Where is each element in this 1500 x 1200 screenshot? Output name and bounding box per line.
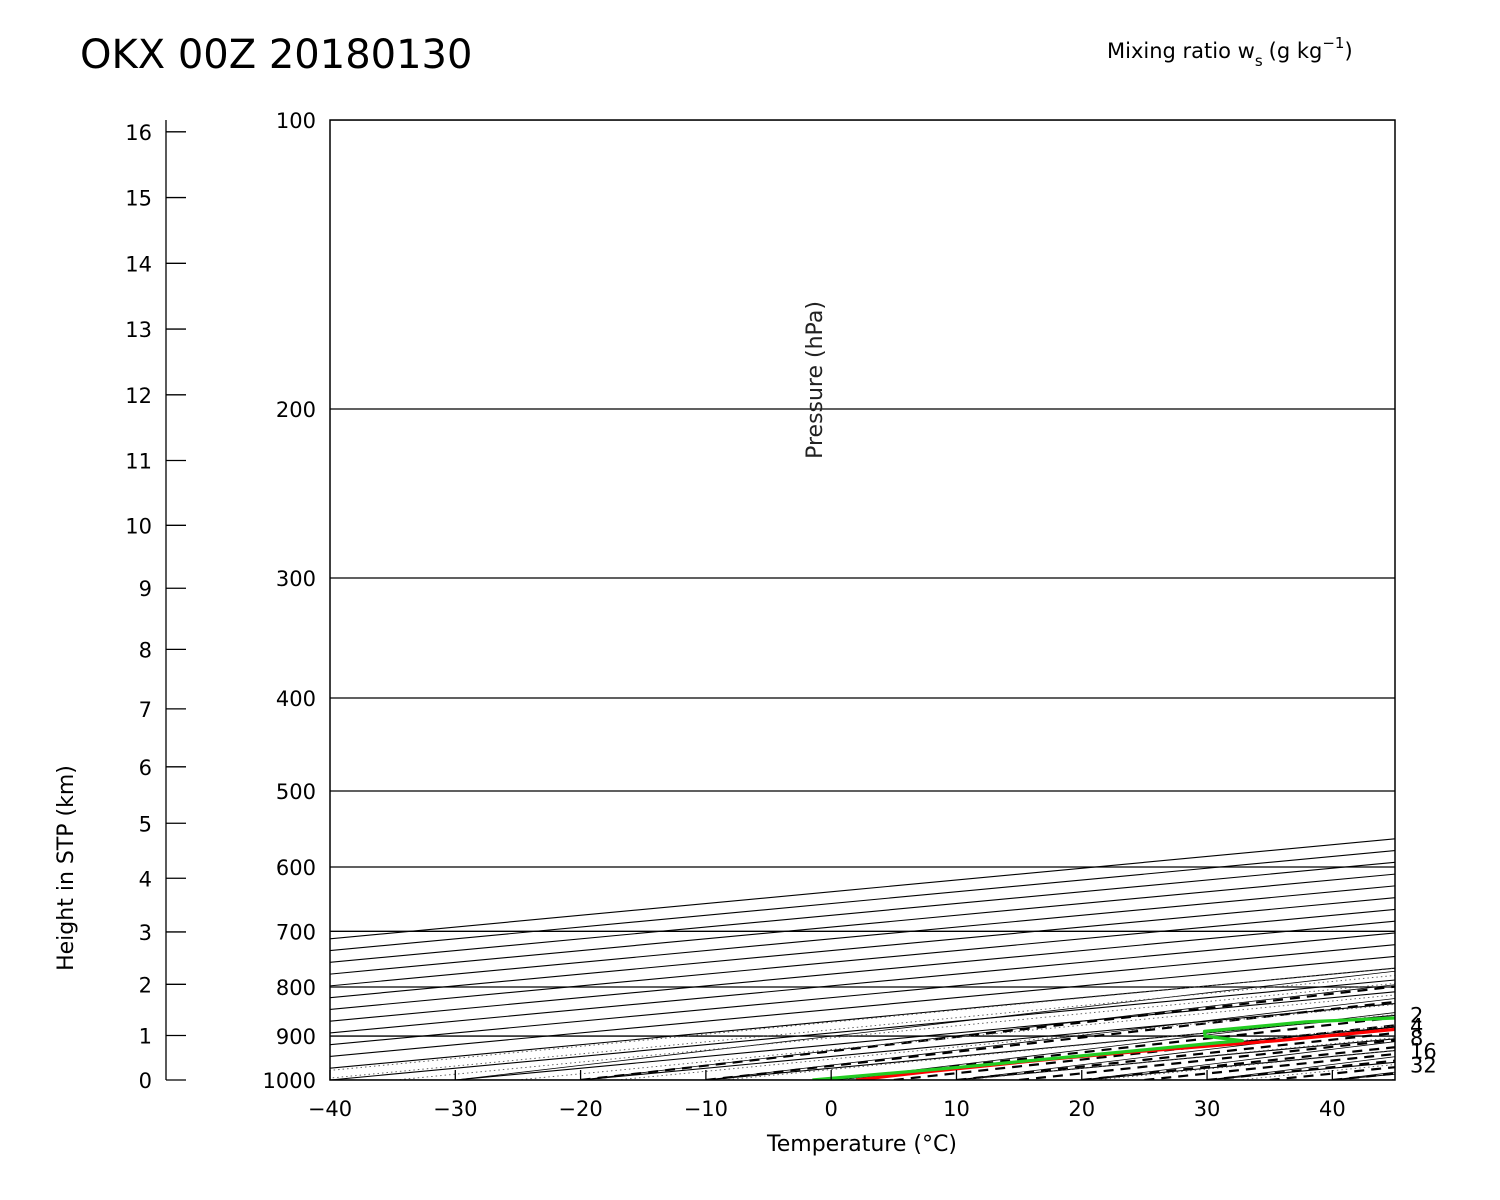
mixing-ratio-right-label: 8 [1410, 1027, 1423, 1051]
dry-adiabat [1458, 120, 1500, 1080]
height-tick-label: 11 [125, 450, 152, 474]
isotherm [956, 1038, 1395, 1080]
temperature-tick-label: 0 [824, 1097, 837, 1121]
height-tick-label: 6 [139, 756, 152, 780]
pressure-axis-title: Pressure (hPa) [803, 301, 828, 459]
height-tick-label: 5 [139, 812, 152, 836]
moist-adiabat [1144, 1052, 1395, 1080]
height-tick-label: 1 [139, 1024, 152, 1048]
temperature-tick-label: 30 [1194, 1097, 1221, 1121]
isotherm [330, 861, 1395, 963]
mixing-ratio-line [1096, 1050, 1395, 1080]
height-tick-label: 12 [125, 384, 152, 408]
dry-adiabat [705, 998, 1395, 1080]
moist-adiabat [1269, 1066, 1395, 1080]
mixing-ratio-units: (g kg [1269, 39, 1323, 63]
mixing-ratio-name: Mixing ratio w [1107, 39, 1255, 63]
isotherm [330, 920, 1395, 1022]
isotherm [831, 1026, 1395, 1080]
isotherm [705, 1014, 1395, 1080]
pressure-tick-label: 1000 [263, 1069, 316, 1093]
pressure-tick-label: 600 [276, 856, 316, 880]
pressure-tick-label: 700 [276, 920, 316, 944]
dry-adiabat [831, 1012, 1395, 1080]
isotherm [1081, 1050, 1395, 1080]
height-tick-label: 9 [139, 577, 152, 601]
temperature-tick-label: −40 [308, 1097, 352, 1121]
mixing-ratio-subscript: s [1255, 52, 1263, 70]
height-tick-label: 4 [139, 867, 152, 891]
isotherm [330, 979, 1395, 1080]
moist-adiabat [1206, 1059, 1395, 1080]
mixing-ratio-right-label: 2 [1410, 1004, 1423, 1028]
isotherm [330, 850, 1395, 952]
pressure-tick-label: 200 [276, 398, 316, 422]
isotherm [330, 944, 1395, 1046]
isotherm [330, 885, 1395, 987]
mixing-ratio-line [1238, 1064, 1395, 1080]
plot-frame [329, 119, 1396, 1081]
mixing-ratio-right-label: 4 [1410, 1015, 1423, 1039]
isotherm [1458, 120, 1500, 1080]
mixing-ratio-line [838, 1025, 1395, 1080]
mixing-ratio-line [395, 982, 1395, 1080]
moist-adiabat [956, 1031, 1395, 1080]
sounding-profiles [812, 1016, 1395, 1080]
mixing-ratio-units-exponent: −1 [1322, 34, 1344, 52]
temperature-tick-label: −30 [433, 1097, 477, 1121]
height-axis-title: Height in STP (km) [54, 765, 79, 971]
height-tick-label: 15 [125, 187, 152, 211]
height-tick-label: 13 [125, 318, 152, 342]
temperature-tick-label: −10 [684, 1097, 728, 1121]
height-tick-label: 0 [139, 1069, 152, 1093]
mixing-ratio-line [1387, 1078, 1395, 1080]
mixing-ratio-right-label: 16 [1410, 1040, 1437, 1064]
mixing-ratio-label: Mixing ratio ws (g kg−1) [1107, 34, 1353, 70]
dewpoint-profile [812, 1016, 1395, 1080]
temperature-profile [856, 1027, 1395, 1080]
isotherm [1207, 1061, 1395, 1080]
x-axis-title: Temperature (°C) [766, 1132, 957, 1157]
pressure-tick-label: 500 [276, 780, 316, 804]
height-tick-label: 16 [125, 121, 152, 145]
dry-adiabat [956, 1026, 1395, 1080]
height-tick-label: 14 [125, 252, 152, 276]
height-tick-label: 8 [139, 638, 152, 662]
height-tick-label: 2 [139, 973, 152, 997]
isotherm [330, 897, 1395, 999]
pressure-tick-label: 300 [276, 567, 316, 591]
height-tick-label: 7 [139, 698, 152, 722]
mixing-ratio-units-close: ) [1344, 39, 1352, 63]
chart-title: OKX 00Z 20180130 [80, 32, 472, 78]
pressure-tick-label: 800 [276, 976, 316, 1000]
temperature-tick-label: −20 [558, 1097, 602, 1121]
temperature-tick-label: 20 [1068, 1097, 1095, 1121]
moist-adiabat [1081, 1046, 1395, 1080]
pressure-tick-label: 900 [276, 1025, 316, 1049]
isotherm [330, 967, 1395, 1069]
isotherm [330, 932, 1395, 1034]
mixing-ratio-line [516, 994, 1395, 1080]
moist-adiabat [705, 1000, 1395, 1080]
isotherm [330, 873, 1395, 975]
height-tick-label: 10 [125, 514, 152, 538]
mixing-ratio-right-label: 32 [1410, 1054, 1437, 1078]
dry-adiabat [1207, 1056, 1395, 1080]
grid-lines [330, 120, 1500, 1080]
height-tick-label: 3 [139, 921, 152, 945]
axes [165, 119, 1396, 1081]
isotherm [330, 838, 1395, 940]
pressure-tick-label: 400 [276, 687, 316, 711]
temperature-tick-label: 10 [943, 1097, 970, 1121]
moist-adiabat [831, 1016, 1395, 1080]
pressure-tick-label: 100 [276, 109, 316, 133]
moist-adiabat [1332, 1072, 1395, 1080]
temperature-tick-label: 40 [1319, 1097, 1346, 1121]
moist-adiabat [893, 1024, 1395, 1080]
dry-adiabat [1081, 1041, 1395, 1080]
isotherm [330, 908, 1395, 1010]
